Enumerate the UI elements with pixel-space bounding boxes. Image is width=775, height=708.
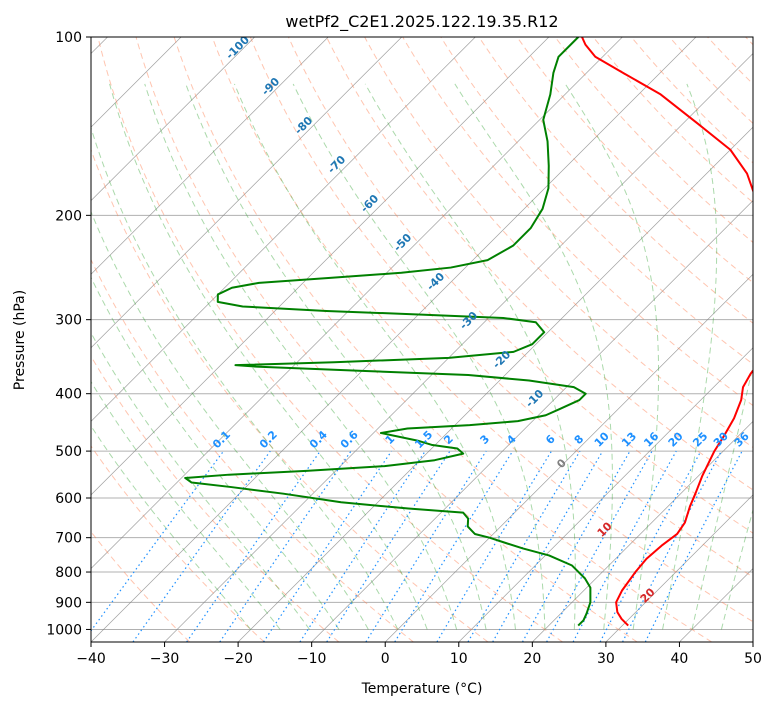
x-tick-label: −20 [223, 651, 253, 667]
dry-adiabat-line [402, 37, 753, 407]
isotherm-line [91, 37, 476, 422]
moist-adiabat-line [662, 83, 718, 630]
x-tick-label: −30 [150, 651, 180, 667]
moist-adiabat-line [292, 83, 546, 630]
x-tick-label: −40 [76, 651, 106, 667]
mixing-ratio-line [394, 450, 514, 642]
moist-adiabat-line [564, 83, 660, 630]
y-tick-label: 600 [55, 491, 82, 507]
isotherm-line [91, 37, 550, 496]
y-tick-label: 100 [55, 30, 82, 46]
isotherm-line [532, 420, 753, 642]
curve-layer [184, 37, 753, 627]
moist-adiabat-line [91, 380, 281, 630]
x-tick-label: 20 [523, 651, 541, 667]
y-tick-label: 500 [55, 444, 82, 460]
x-tick-label: −10 [297, 651, 327, 667]
dry-adiabat-line [592, 37, 753, 204]
tick-layer: −40 −30 −20 −10 0 10 20 30 40 50 1000 900 800 700 600 5… [46, 30, 762, 667]
dry-adiabat-line [211, 37, 753, 623]
temperature-profile [581, 37, 753, 627]
chart-title: wetPf2_C2E1.2025.122.19.35.R12 [285, 12, 558, 32]
dry-adiabat-line [173, 37, 713, 642]
dry-adiabat-line [630, 37, 753, 164]
y-tick-label: 400 [55, 387, 82, 403]
mixing-ratio-line [599, 450, 702, 642]
dry-adiabat-line [97, 37, 563, 642]
x-tick-label: 40 [671, 651, 689, 667]
moist-adiabat-line [454, 83, 613, 630]
x-tick-label: 0 [381, 651, 390, 667]
dry-adiabat-line [478, 37, 753, 324]
dry-adiabat-line [364, 37, 753, 449]
mixing-ratio-line [219, 450, 352, 642]
moist-adiabat-line [109, 83, 428, 630]
x-axis-label: Temperature (°C) [361, 681, 483, 697]
moist-adiabat-line [233, 83, 516, 630]
grid-layer [91, 37, 753, 642]
isotherm-line [91, 37, 623, 569]
isotherm-line [311, 200, 753, 642]
y-tick-label: 300 [55, 313, 82, 329]
y-tick-label: 700 [55, 531, 82, 547]
isotherm-line [91, 37, 329, 275]
y-axis-label: Pressure (hPa) [12, 290, 28, 390]
y-tick-label: 1000 [46, 622, 82, 638]
y-tick-label: 900 [55, 595, 82, 611]
dry-adiabat-line [91, 445, 265, 642]
dry-adiabat-line [249, 37, 753, 578]
moist-adiabat-line [185, 83, 487, 630]
mixing-ratio-line [132, 450, 271, 642]
x-tick-label: 10 [450, 651, 468, 667]
dry-adiabat-line [326, 37, 753, 491]
isotherm-line [458, 347, 753, 642]
mixing-ratio-line [299, 450, 426, 642]
isotherm-line [91, 37, 403, 349]
mixing-ratio-line [186, 450, 321, 642]
mixing-ratio-line [572, 450, 677, 642]
isotherm-line [91, 37, 255, 202]
mixing-ratio-line [467, 450, 581, 642]
moist-adiabat-line [720, 508, 753, 630]
isotherm-line [237, 126, 753, 642]
y-tick-label: 200 [55, 208, 82, 224]
moist-adiabat-line [144, 83, 458, 630]
y-tick-label: 800 [55, 565, 82, 581]
mixing-ratio-line [436, 450, 553, 642]
dry-adiabat-line [287, 37, 753, 534]
dewpoint-profile [184, 37, 592, 627]
x-tick-label: 50 [744, 651, 762, 667]
moist-adiabat-line [91, 210, 369, 630]
mixing-ratio-line [365, 450, 487, 642]
moist-adiabat-line [364, 83, 576, 630]
isotherm-line [91, 37, 697, 642]
moist-adiabat-line [91, 425, 252, 630]
plot-frame [90, 36, 754, 643]
isotherm-line [164, 53, 753, 642]
mixing-ratio-line [326, 450, 451, 642]
dry-adiabat-line [91, 258, 414, 642]
mixing-ratio-line [263, 450, 393, 642]
x-tick-label: 30 [597, 651, 615, 667]
isotherm-line [384, 273, 753, 642]
isotherm-line [605, 494, 753, 642]
moist-adiabat-line [91, 126, 399, 630]
